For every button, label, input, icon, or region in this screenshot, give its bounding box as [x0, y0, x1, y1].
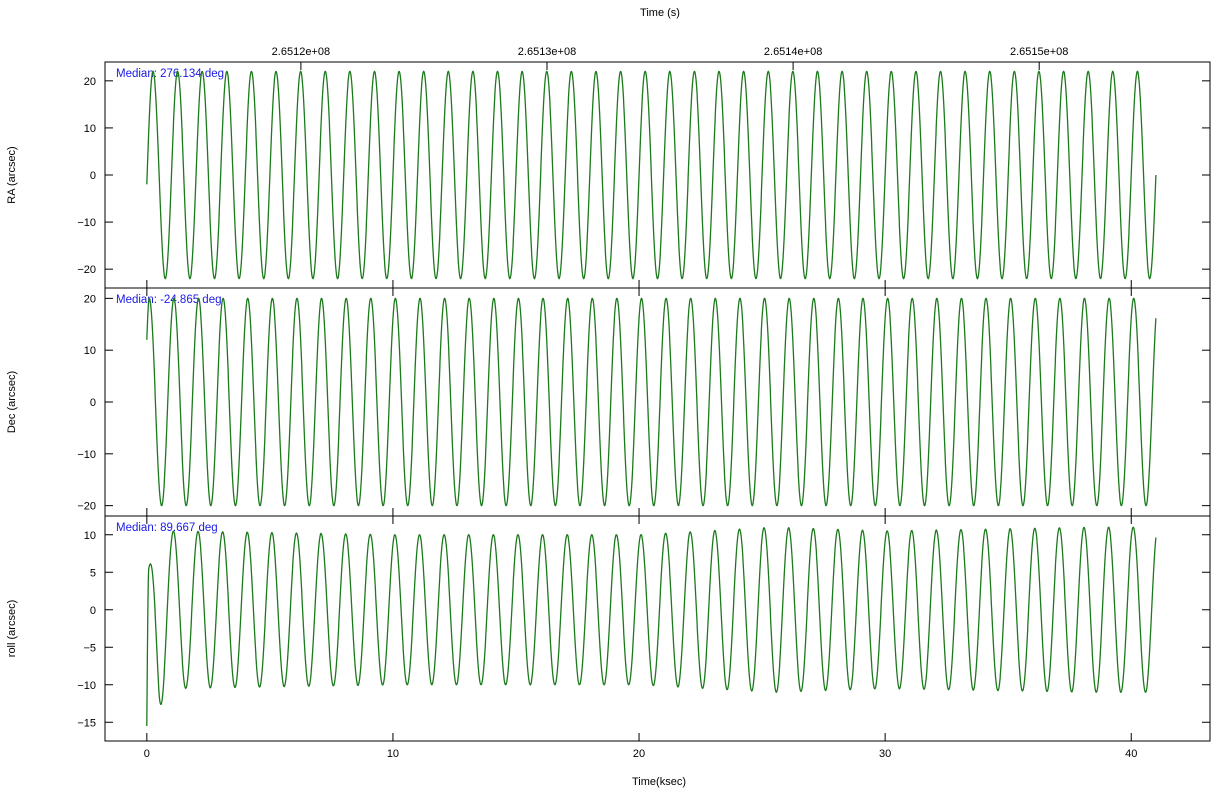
x-tick-label: 10 — [387, 748, 399, 760]
top-axis-tick-label: 2.6513e+08 — [518, 46, 576, 58]
y-axis-label-ra: RA (arcsec) — [6, 146, 18, 203]
y-tick-label-dec: 20 — [84, 293, 96, 305]
x-tick-label: 40 — [1125, 748, 1137, 760]
median-annotation-roll: Median: 89.667 deg — [116, 522, 218, 534]
y-axis-label-dec: Dec (arcsec) — [6, 371, 18, 433]
x-tick-label: 0 — [144, 748, 150, 760]
panel-roll: −15 −10 −5 0 5 10 roll (arcsec) Median: 89.667 … — [6, 515, 1211, 742]
panel-frame-ra — [104, 61, 1211, 289]
x-tick-label: 30 — [879, 748, 891, 760]
median-annotation-ra: Median: 276.134 deg — [116, 68, 224, 80]
y-tick-label-ra: 0 — [90, 170, 96, 182]
y-tick-label-dec: 0 — [90, 397, 96, 409]
panel-frame-roll — [104, 515, 1211, 742]
top-axis-tick-label: 2.6512e+08 — [272, 46, 330, 58]
y-tick-label-ra: 10 — [84, 123, 96, 135]
series-line-roll — [146, 526, 1157, 727]
series-line-ra — [146, 70, 1157, 280]
y-tick-label-roll: 0 — [90, 605, 96, 617]
y-tick-label-ra: −10 — [77, 217, 96, 229]
y-tick-label-ra: 20 — [84, 76, 96, 88]
top-axis-label: Time (s) — [640, 7, 680, 19]
y-tick-label-dec: −10 — [77, 449, 96, 461]
y-axis-label-roll: roll (arcsec) — [6, 600, 18, 657]
top-axis-tick-label: 2.6514e+08 — [764, 46, 822, 58]
median-annotation-dec: Median: -24.865 deg — [116, 294, 222, 306]
y-tick-label-dec: 10 — [84, 345, 96, 357]
panel-dec: −20 −10 0 10 20 Dec (arcsec) Median: -24.865 d… — [6, 287, 1211, 517]
top-axis-tick-label: 2.6515e+08 — [1010, 46, 1068, 58]
y-tick-label-roll: 5 — [90, 567, 96, 579]
y-tick-label-ra: −20 — [77, 264, 96, 276]
x-axis-label: Time(ksec) — [632, 776, 686, 788]
panel-ra: −20 −10 0 10 20 RA (arcsec) Median: 276.134 de… — [6, 61, 1211, 289]
x-tick-label: 20 — [633, 748, 645, 760]
y-tick-label-roll: −10 — [77, 680, 96, 692]
series-line-dec — [146, 297, 1157, 507]
y-tick-label-dec: −20 — [77, 501, 96, 513]
y-tick-label-roll: −15 — [77, 717, 96, 729]
y-tick-label-roll: −5 — [83, 642, 96, 654]
panels-group: −20 −10 0 10 20 RA (arcsec) Median: 276.134 de… — [6, 46, 1211, 760]
y-tick-label-roll: 10 — [84, 530, 96, 542]
